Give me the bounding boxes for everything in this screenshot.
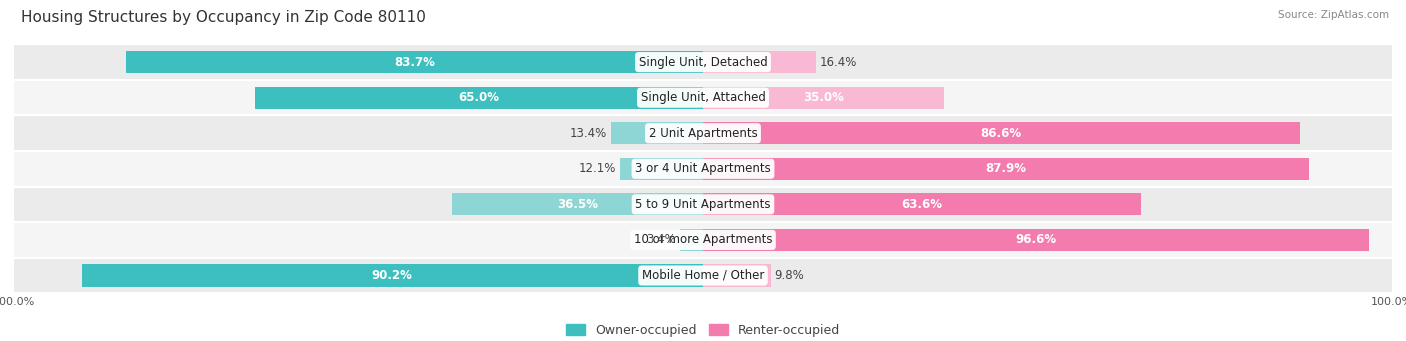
Bar — [14, 222, 1392, 258]
Text: 86.6%: 86.6% — [981, 127, 1022, 140]
Bar — [703, 229, 1368, 251]
Bar — [14, 151, 1392, 187]
Text: 63.6%: 63.6% — [901, 198, 942, 211]
Text: Mobile Home / Other: Mobile Home / Other — [641, 269, 765, 282]
Text: 35.0%: 35.0% — [803, 91, 844, 104]
Text: 90.2%: 90.2% — [371, 269, 413, 282]
Text: 96.6%: 96.6% — [1015, 234, 1056, 247]
Bar — [610, 122, 703, 144]
Text: 16.4%: 16.4% — [820, 56, 856, 69]
Bar — [82, 265, 703, 286]
Bar — [14, 187, 1392, 222]
Bar — [620, 158, 703, 180]
Text: Single Unit, Attached: Single Unit, Attached — [641, 91, 765, 104]
Bar — [14, 80, 1392, 116]
Bar — [127, 51, 703, 73]
Text: Single Unit, Detached: Single Unit, Detached — [638, 56, 768, 69]
Bar — [14, 258, 1392, 293]
Text: 65.0%: 65.0% — [458, 91, 499, 104]
Bar — [679, 229, 703, 251]
Text: 3.4%: 3.4% — [647, 234, 676, 247]
Bar — [254, 87, 703, 109]
Text: Housing Structures by Occupancy in Zip Code 80110: Housing Structures by Occupancy in Zip C… — [21, 10, 426, 25]
Text: 12.1%: 12.1% — [579, 162, 616, 175]
Bar — [703, 51, 815, 73]
Bar — [14, 44, 1392, 80]
Text: 87.9%: 87.9% — [986, 162, 1026, 175]
Bar — [703, 122, 1299, 144]
Bar — [703, 193, 1142, 216]
Text: 3 or 4 Unit Apartments: 3 or 4 Unit Apartments — [636, 162, 770, 175]
Bar — [451, 193, 703, 216]
Text: 13.4%: 13.4% — [569, 127, 607, 140]
Text: 5 to 9 Unit Apartments: 5 to 9 Unit Apartments — [636, 198, 770, 211]
Text: 10 or more Apartments: 10 or more Apartments — [634, 234, 772, 247]
Text: 83.7%: 83.7% — [394, 56, 434, 69]
Bar — [703, 87, 945, 109]
Legend: Owner-occupied, Renter-occupied: Owner-occupied, Renter-occupied — [561, 319, 845, 341]
Text: 36.5%: 36.5% — [557, 198, 598, 211]
Bar — [14, 116, 1392, 151]
Text: Source: ZipAtlas.com: Source: ZipAtlas.com — [1278, 10, 1389, 20]
Text: 9.8%: 9.8% — [773, 269, 804, 282]
Text: 2 Unit Apartments: 2 Unit Apartments — [648, 127, 758, 140]
Bar — [703, 158, 1309, 180]
Bar — [703, 265, 770, 286]
